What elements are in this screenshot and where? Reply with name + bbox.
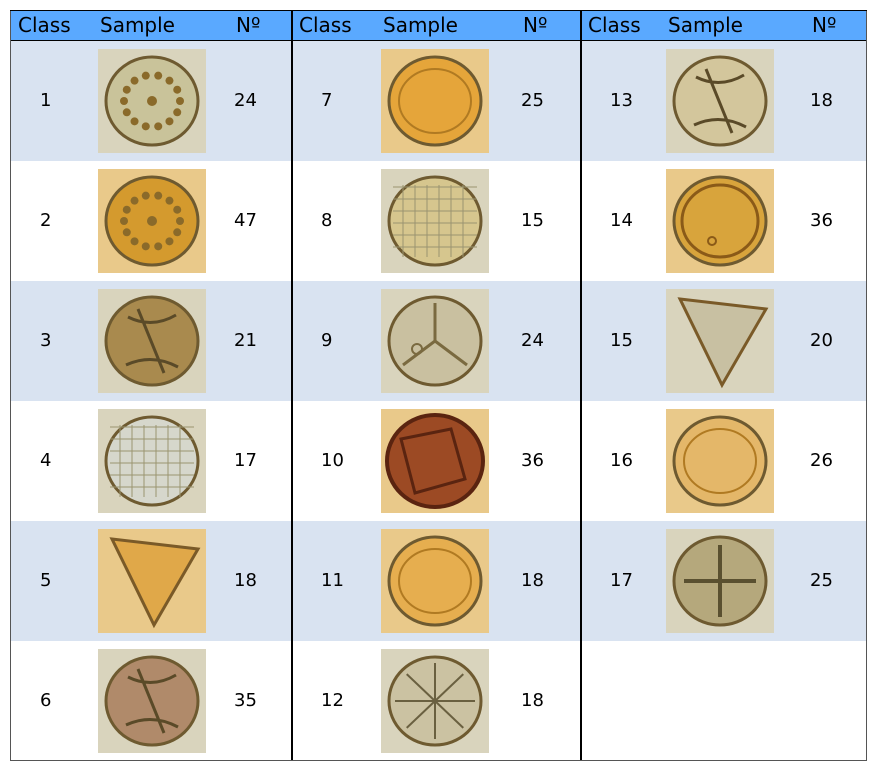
table-panel: Class Sample Nº 13 18 14 36 15 20 16 26 17 25 (580, 10, 867, 761)
table-row: 1 24 (10, 41, 292, 161)
table-border (10, 10, 867, 11)
class-number: 12 (321, 690, 344, 711)
table-row: 3 21 (10, 281, 292, 401)
class-number: 13 (610, 90, 633, 111)
class-number: 4 (40, 450, 52, 471)
table-border (291, 10, 293, 761)
sample-count: 35 (234, 690, 257, 711)
furrowed-brown-grain-icon (98, 289, 206, 393)
header-sample-label: Sample (100, 13, 175, 37)
table-row: 17 25 (580, 521, 867, 641)
table-border (10, 10, 11, 761)
table-row: 13 18 (580, 41, 867, 161)
ringed-orange-grain-icon (666, 169, 774, 273)
table-row: 9 24 (291, 281, 581, 401)
sample-count: 25 (521, 90, 544, 111)
class-number: 17 (610, 570, 633, 591)
table-border (580, 10, 582, 761)
reticulate-yellow-grain-icon (381, 169, 489, 273)
sample-count: 36 (521, 450, 544, 471)
class-number: 1 (40, 90, 52, 111)
class-number: 3 (40, 330, 52, 351)
class-number: 11 (321, 570, 344, 591)
table-border (866, 10, 867, 761)
table-row: 10 36 (291, 401, 581, 521)
table-border (10, 760, 867, 761)
reticulate-pale-grain-icon (98, 409, 206, 513)
header-class-label: Class (18, 13, 71, 37)
class-number: 9 (321, 330, 333, 351)
furrowed-purple-grain-icon (98, 649, 206, 753)
table-header: Class Sample Nº (580, 10, 867, 41)
header-count-label: Nº (523, 13, 548, 37)
table-row: 16 26 (580, 401, 867, 521)
class-number: 14 (610, 210, 633, 231)
class-number: 2 (40, 210, 52, 231)
sample-count: 17 (234, 450, 257, 471)
header-count-label: Nº (236, 13, 261, 37)
oval-pale-orange-grain-icon (666, 409, 774, 513)
class-number: 6 (40, 690, 52, 711)
table-row: 8 15 (291, 161, 581, 281)
furrowed-pale-grain-icon (666, 49, 774, 153)
table-header: Class Sample Nº (10, 10, 292, 41)
table-row: 5 18 (10, 521, 292, 641)
sample-count: 18 (521, 690, 544, 711)
sample-count: 18 (234, 570, 257, 591)
sample-count: 20 (810, 330, 833, 351)
oval-orange-grain-icon (381, 49, 489, 153)
spiky-orange-grain-icon (98, 169, 206, 273)
table-row: 7 25 (291, 41, 581, 161)
trilete-grey-grain-icon (381, 289, 489, 393)
class-number: 15 (610, 330, 633, 351)
folded-red-grain-icon (381, 409, 489, 513)
class-number: 8 (321, 210, 333, 231)
spiky-round-grain-icon (98, 49, 206, 153)
sample-count: 21 (234, 330, 257, 351)
table-row (580, 641, 867, 761)
triangular-orange-grain-icon (98, 529, 206, 633)
class-number: 10 (321, 450, 344, 471)
table-row: 4 17 (10, 401, 292, 521)
table-row: 12 18 (291, 641, 581, 761)
sample-count: 15 (521, 210, 544, 231)
class-number: 7 (321, 90, 333, 111)
table-header: Class Sample Nº (291, 10, 581, 41)
class-number: 5 (40, 570, 52, 591)
star-patterned-grain-icon (381, 649, 489, 753)
table-row: 2 47 (10, 161, 292, 281)
table-panel: Class Sample Nº 7 25 8 15 9 24 10 36 11 18 12 18 (291, 10, 581, 761)
sample-count: 24 (234, 90, 257, 111)
header-count-label: Nº (812, 13, 837, 37)
table-row: 14 36 (580, 161, 867, 281)
sample-count: 26 (810, 450, 833, 471)
class-number: 16 (610, 450, 633, 471)
header-class-label: Class (299, 13, 352, 37)
sample-count: 47 (234, 210, 257, 231)
table-panel: Class Sample Nº 1 24 2 47 3 21 4 17 5 18 6 35 (10, 10, 292, 761)
header-sample-label: Sample (383, 13, 458, 37)
table-row: 6 35 (10, 641, 292, 761)
cross-furrowed-grain-icon (666, 529, 774, 633)
sample-count: 18 (521, 570, 544, 591)
sample-count: 25 (810, 570, 833, 591)
sample-count: 36 (810, 210, 833, 231)
round-orange-grain-icon (381, 529, 489, 633)
table-row: 15 20 (580, 281, 867, 401)
sample-count: 18 (810, 90, 833, 111)
header-sample-label: Sample (668, 13, 743, 37)
table-row: 11 18 (291, 521, 581, 641)
header-class-label: Class (588, 13, 641, 37)
triangular-grey-grain-icon (666, 289, 774, 393)
sample-count: 24 (521, 330, 544, 351)
